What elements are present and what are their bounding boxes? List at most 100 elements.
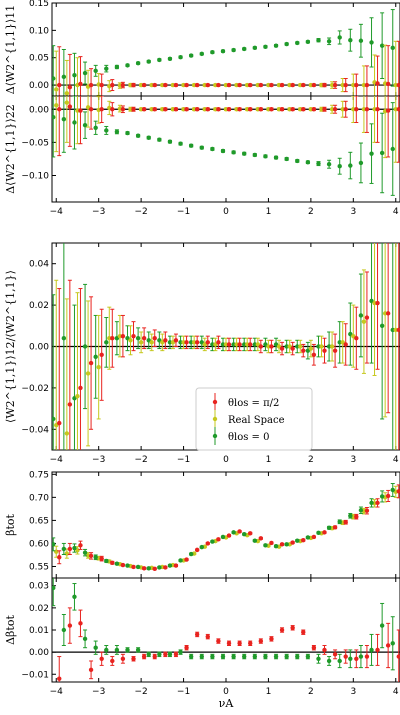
panel-0-pi2-point-26 <box>332 82 338 88</box>
panel-1-zero-point-11 <box>167 139 173 144</box>
legend-marker-real <box>212 416 218 422</box>
panel-0-zero-point-13 <box>188 53 194 58</box>
panel-3-zero-point-20 <box>263 543 268 548</box>
panel-1-pi2-point-31 <box>385 108 391 113</box>
panel-4-zero-point-10 <box>157 652 162 657</box>
panel-3-pi2-point-6 <box>120 562 126 568</box>
panel-1-zero-point-30 <box>369 151 374 156</box>
panel-0-pi2-point-16 <box>226 82 232 88</box>
legend-marker-zero <box>212 433 218 439</box>
panel-4-frame <box>51 577 400 683</box>
panel-4-zero-point-9 <box>146 652 151 657</box>
panel-4-zero-point-8 <box>135 647 141 653</box>
panel-1-pi2-point-25 <box>322 107 327 112</box>
panel-0-pi2-point-2 <box>78 81 83 87</box>
panel-0-pi2-point-7 <box>131 82 136 88</box>
panel-3-series-real <box>54 485 398 571</box>
panel-2-xtick-label-5: 1 <box>266 455 272 465</box>
panel-1-zero-point-18 <box>242 151 247 156</box>
panel-2-pi2-point-23 <box>301 348 306 353</box>
panel-0-zero-point-1 <box>61 74 67 80</box>
panel-2-zero-point-31 <box>379 323 385 328</box>
panel-3-zero-point-30 <box>369 500 374 506</box>
panel-3-series-zero <box>52 483 395 571</box>
panel-1: 0.00 −0.05 −0.10 −4 −3 −2 −1 0 1 2 3 4 Δ⟨W2^{1,1}⟩22 <box>4 95 400 217</box>
panel-1-xtick-label-3: −1 <box>177 207 190 217</box>
panel-2-pi2-point-18 <box>248 342 253 347</box>
panel-4-zero-point-25 <box>316 656 321 661</box>
panel-4-pi2-point-2 <box>78 621 83 626</box>
panel-2-real-point-2 <box>75 393 80 399</box>
panel-3-pi2-point-16 <box>226 533 232 538</box>
panel-4-zero-point-6 <box>114 647 120 653</box>
legend-box <box>195 387 313 451</box>
panel-3-zero-point-27 <box>337 519 342 524</box>
panel-2-ytick-label-2: 0.00 <box>29 343 49 353</box>
panel-1-pi2-point-27 <box>343 107 348 112</box>
panel-0-zero-point-14 <box>199 51 204 57</box>
panel-2-pi2-point-1 <box>67 402 73 407</box>
panel-0-frame <box>51 2 400 97</box>
panel-2-zero-point-5 <box>104 340 109 345</box>
panel-3-zero-point-32 <box>390 487 395 493</box>
panel-4-pi2-point-21 <box>279 627 285 633</box>
panel-4-pi2-point-16 <box>226 641 232 646</box>
panel-0-zero-point-2 <box>72 73 77 78</box>
panel-0-pi2-point-25 <box>322 82 327 88</box>
panel-2-xtick-label-8: 4 <box>393 455 399 465</box>
panel-2-pi2-point-11 <box>173 338 179 343</box>
panel-3-zero-point-3 <box>82 550 88 555</box>
panel-1-pi2-point-11 <box>173 107 179 112</box>
legend-label-real: Real Space <box>228 415 285 426</box>
panel-0-zero-point-8 <box>135 60 141 66</box>
panel-2-real-point-9 <box>149 340 154 345</box>
panel-3: 0.55 0.60 0.65 0.70 0.75 βtot <box>4 470 400 579</box>
panel-0-series-pi2 <box>57 40 400 96</box>
panel-3-zero-point-15 <box>210 539 215 544</box>
panel-4-zero-point-3 <box>82 636 88 642</box>
panel-3-pi2-point-19 <box>258 536 264 541</box>
panel-1-zero-point-23 <box>295 158 300 164</box>
panel-0-zero-point-22 <box>284 41 289 47</box>
panel-4-xtick-label-5: 1 <box>266 687 272 697</box>
panel-2-pi2-point-5 <box>110 336 115 341</box>
panel-3-zero-point-14 <box>199 544 204 550</box>
panel-0-pi2-point-6 <box>120 82 126 88</box>
panel-4-series-zero <box>52 578 395 671</box>
panel-1-real-point-0 <box>54 103 59 108</box>
panel-4-pi2-point-15 <box>216 638 221 644</box>
panel-4-zero-point-26 <box>326 658 332 664</box>
panel-2-xtick-label-6: 2 <box>308 455 314 465</box>
panel-3-pi2-point-25 <box>322 530 327 535</box>
panel-4-zero-point-17 <box>231 654 236 659</box>
panel-0-zero-point-6 <box>114 64 120 70</box>
panel-2-pi2-point-32 <box>396 327 400 333</box>
panel-4-pi2-point-5 <box>110 658 115 664</box>
panel-4-zero-point-15 <box>210 654 215 659</box>
panel-4-zero-point-11 <box>167 652 173 657</box>
panel-0-pi2-point-15 <box>216 82 221 88</box>
panel-1-pi2-point-13 <box>194 107 200 112</box>
panel-1-xtick-label-8: 4 <box>393 207 399 217</box>
panel-2-pi2-point-6 <box>120 333 126 339</box>
panel-3-pi2-point-12 <box>184 557 189 562</box>
panel-2-pi2-point-10 <box>163 338 168 343</box>
panel-3-zero-point-9 <box>146 566 151 571</box>
panel-1-zero-point-22 <box>284 156 289 162</box>
panel-4-pi2-point-7 <box>131 656 136 661</box>
panel-1-zero-point-2 <box>72 120 77 125</box>
panel-3-ytick-label-1: 0.60 <box>29 539 49 549</box>
panel-3-pi2-point-14 <box>205 541 210 546</box>
panel-0-pi2-point-11 <box>173 82 179 88</box>
panel-2-real-point-7 <box>128 338 133 343</box>
panel-0-zero-point-16 <box>220 48 226 54</box>
panel-2-pi2-point-12 <box>184 340 189 345</box>
panel-0-zero-point-31 <box>379 43 385 48</box>
panel-3-zero-point-0 <box>52 542 56 547</box>
panel-0-zero-point-27 <box>337 35 342 40</box>
panel-2-zero-point-8 <box>135 336 141 341</box>
panel-1-zero-point-13 <box>188 143 194 148</box>
panel-2-pi2-point-29 <box>364 315 370 320</box>
panel-1-series-real <box>54 96 398 163</box>
panel-2-pi2-point-25 <box>322 348 327 353</box>
